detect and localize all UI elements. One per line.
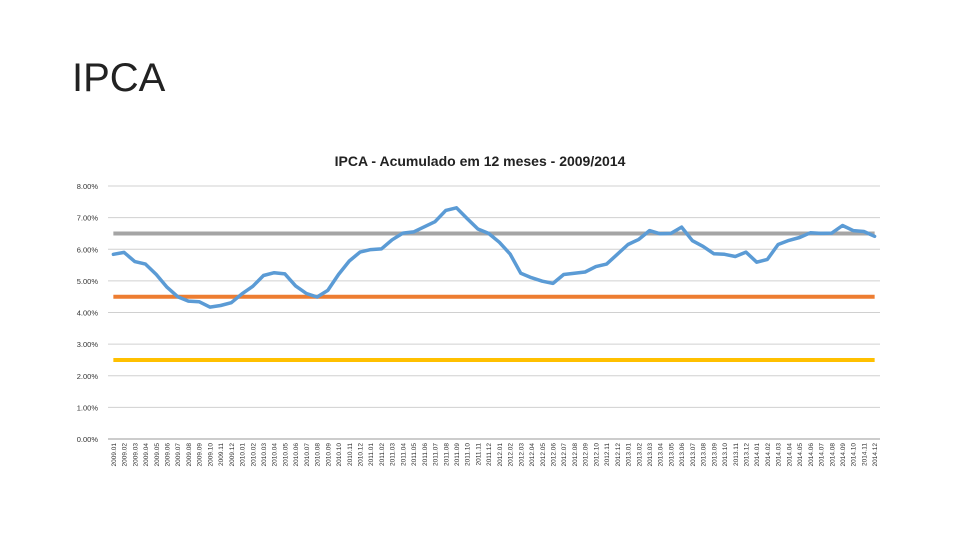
y-tick-label: 5.00%	[77, 277, 99, 286]
series-layer	[111, 206, 877, 309]
x-tick-label: 2012.04	[529, 443, 536, 467]
x-tick-label: 2013.10	[722, 443, 729, 467]
x-tick-label: 2012.09	[583, 443, 590, 467]
x-tick-label: 2011.07	[433, 443, 440, 466]
x-tick-label: 2013.08	[701, 443, 708, 467]
x-tick-label: 2011.08	[443, 443, 450, 466]
x-tick-label: 2010.12	[357, 443, 364, 467]
x-tick-label: 2011.10	[465, 443, 472, 466]
x-tick-label: 2011.06	[422, 443, 429, 466]
x-tick-label: 2013.07	[690, 443, 697, 467]
x-tick-label: 2014.07	[819, 443, 826, 467]
x-tick-label: 2009.02	[122, 443, 129, 467]
chart-title: IPCA - Acumulado em 12 meses - 2009/2014	[335, 153, 626, 169]
y-tick-label: 8.00%	[77, 182, 99, 191]
x-tick-label: 2010.06	[293, 443, 300, 467]
y-tick-label: 6.00%	[77, 245, 99, 254]
x-tick-label: 2014.10	[851, 443, 858, 467]
x-tick-label: 2013.04	[658, 443, 665, 467]
x-tick-label: 2012.01	[497, 443, 504, 467]
x-tick-label: 2014.05	[797, 443, 804, 467]
x-tick-label: 2011.02	[379, 443, 386, 466]
x-tick-label: 2009.06	[164, 443, 171, 467]
x-tick-label: 2012.02	[508, 443, 515, 467]
x-tick-label: 2012.06	[550, 443, 557, 467]
x-tick-label: 2011.12	[486, 443, 493, 466]
y-tick-label: 2.00%	[77, 372, 99, 381]
x-tick-label: 2010.02	[250, 443, 257, 467]
x-tick-label: 2011.03	[390, 443, 397, 466]
grid-lines	[108, 185, 880, 440]
x-tick-label: 2011.05	[411, 443, 418, 466]
x-tick-label: 2009.12	[229, 443, 236, 467]
x-tick-label: 2012.11	[604, 443, 611, 466]
x-tick-label: 2009.10	[207, 443, 214, 467]
x-tick-label: 2014.02	[765, 443, 772, 467]
x-tick-label: 2014.06	[808, 443, 815, 467]
x-tick-label: 2014.12	[872, 443, 879, 467]
x-tick-label: 2009.08	[186, 443, 193, 467]
x-tick-label: 2009.04	[143, 443, 150, 467]
x-tick-label: 2009.01	[111, 443, 118, 467]
x-tick-label: 2012.05	[540, 443, 547, 467]
x-tick-label: 2013.09	[711, 443, 718, 467]
x-tick-label: 2010.05	[282, 443, 289, 467]
y-tick-label: 1.00%	[77, 403, 99, 412]
x-tick-label: 2014.08	[829, 443, 836, 467]
x-tick-label: 2011.11	[475, 443, 482, 466]
x-tick-label: 2010.07	[304, 443, 311, 467]
x-tick-label: 2013.02	[636, 443, 643, 467]
x-tick-label: 2010.10	[336, 443, 343, 467]
x-tick-label: 2014.03	[776, 443, 783, 467]
x-tick-label: 2014.11	[861, 443, 868, 466]
x-tick-label: 2009.11	[218, 443, 225, 466]
x-tick-label: 2009.05	[154, 443, 161, 467]
x-tick-label: 2011.04	[400, 443, 407, 466]
x-axis-ticks: 2009.01 2009.02 2009.03 2009.04 2009.05 2009.…	[111, 443, 879, 467]
x-tick-label: 2014.01	[754, 443, 761, 467]
x-tick-label: 2013.01	[626, 443, 633, 467]
x-tick-label: 2009.03	[132, 443, 139, 467]
x-tick-label: 2013.06	[679, 443, 686, 467]
x-tick-label: 2011.09	[454, 443, 461, 466]
x-tick-label: 2010.01	[240, 443, 247, 467]
x-tick-label: 2012.07	[561, 443, 568, 467]
x-tick-label: 2010.04	[272, 443, 279, 467]
y-tick-label: 0.00%	[77, 435, 99, 444]
series-line	[111, 206, 877, 309]
x-tick-label: 2013.11	[733, 443, 740, 466]
x-tick-label: 2014.09	[840, 443, 847, 467]
x-tick-label: 2012.08	[572, 443, 579, 467]
x-tick-label: 2012.12	[615, 443, 622, 467]
x-tick-label: 2013.03	[647, 443, 654, 467]
reference-lines	[113, 231, 875, 362]
x-tick-label: 2010.11	[347, 443, 354, 466]
y-tick-label: 3.00%	[77, 340, 99, 349]
y-tick-label: 7.00%	[77, 214, 99, 223]
x-tick-label: 2009.09	[197, 443, 204, 467]
x-tick-label: 2010.09	[325, 443, 332, 467]
slide-title: IPCA	[72, 56, 166, 100]
x-tick-label: 2012.03	[518, 443, 525, 467]
x-tick-label: 2009.07	[175, 443, 182, 467]
x-tick-label: 2013.12	[743, 443, 750, 467]
x-tick-label: 2012.10	[593, 443, 600, 467]
x-tick-label: 2014.04	[786, 443, 793, 467]
x-tick-label: 2011.01	[368, 443, 375, 466]
y-tick-label: 4.00%	[77, 309, 99, 318]
x-tick-label: 2013.05	[668, 443, 675, 467]
x-tick-label: 2010.03	[261, 443, 268, 467]
x-tick-label: 2010.08	[315, 443, 322, 467]
y-axis-ticks: 0.00% 1.00% 2.00% 3.00% 4.00% 5.00% 6.00% 7.00%…	[77, 182, 99, 444]
